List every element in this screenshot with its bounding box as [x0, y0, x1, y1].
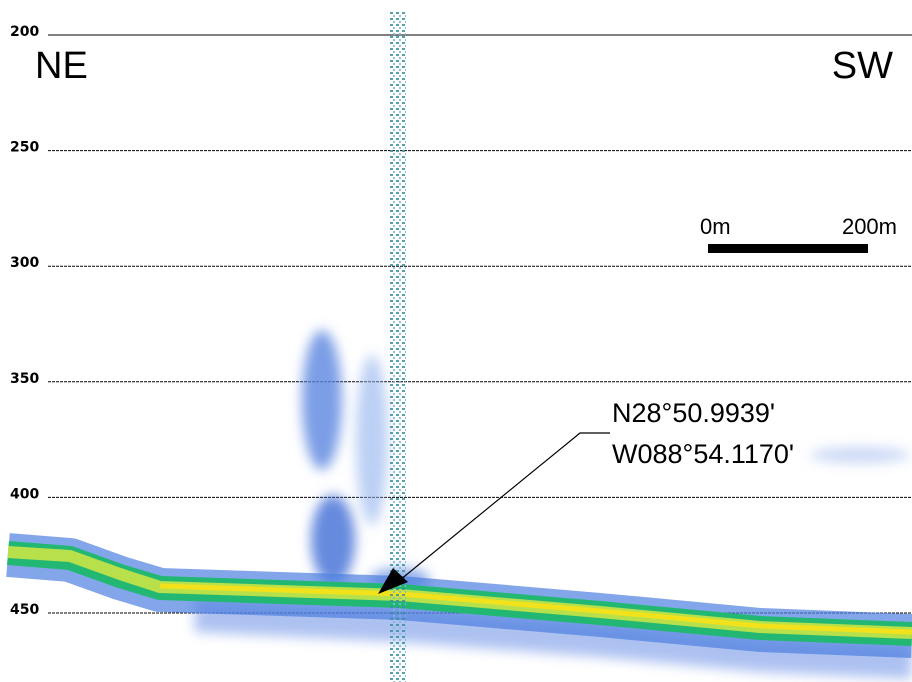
annotation-line: W088°54.1170': [612, 439, 794, 469]
depth-tick-label: 300: [10, 255, 39, 271]
direction-right: SW: [832, 45, 893, 87]
depth-tick-label: 450: [10, 602, 39, 618]
seabed: [6, 533, 912, 679]
noise-column: [390, 12, 406, 682]
scale-bar: [708, 244, 868, 253]
scale-start: 0m: [700, 214, 731, 239]
annotation-line: N28°50.9939': [612, 398, 775, 428]
depth-tick-label: 400: [10, 486, 39, 502]
callout-arrow: [378, 568, 408, 594]
depth-tick-label: 350: [10, 371, 39, 387]
direction-left: NE: [35, 45, 88, 87]
depth-tick-label: 250: [10, 140, 39, 156]
depth-tick-label: 200: [10, 24, 39, 40]
fish-echoes: [302, 330, 910, 592]
scale-end: 200m: [842, 214, 897, 239]
callout-line: [399, 432, 610, 581]
